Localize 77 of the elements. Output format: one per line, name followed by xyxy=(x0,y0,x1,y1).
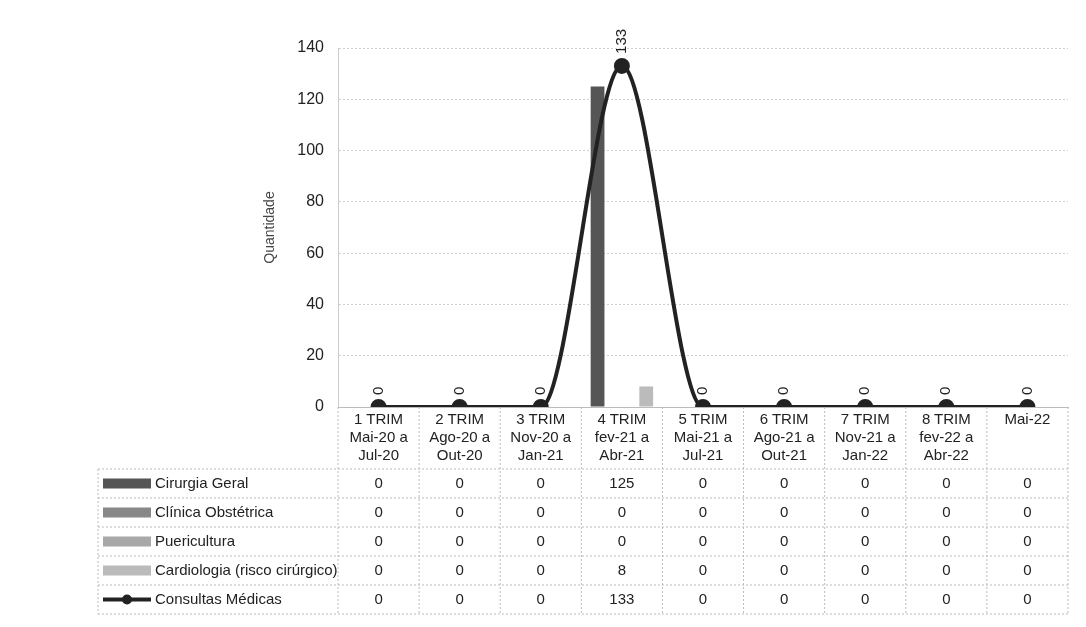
annotation: 0 xyxy=(855,386,873,395)
data-label: 0 xyxy=(942,502,951,520)
data-label: 0 xyxy=(617,502,627,520)
data-label: 0 xyxy=(374,502,383,520)
annotation: 0 xyxy=(774,386,792,395)
y-tick-label: 20 xyxy=(306,346,325,364)
y-tick-label: 80 xyxy=(306,192,325,210)
annotation: 0 xyxy=(368,386,386,395)
legend-label: Cirurgia Geral xyxy=(155,473,249,491)
x-tick-label: 2 TRIM Ago-20 a Out-20 xyxy=(429,410,491,464)
x-tick-label: Mai-22 xyxy=(1004,410,1051,428)
data-label: 0 xyxy=(1023,473,1032,491)
data-label: 0 xyxy=(536,473,545,491)
data-label: 0 xyxy=(1023,531,1032,549)
data-label: 0 xyxy=(374,473,383,491)
data-label: 0 xyxy=(455,589,464,607)
legend-label: Clínica Obstétrica xyxy=(155,502,275,520)
data-label: 0 xyxy=(374,589,383,607)
data-label: 0 xyxy=(698,502,708,520)
annotation: 0 xyxy=(530,386,548,395)
data-label: 133 xyxy=(609,589,635,607)
data-label: 0 xyxy=(861,560,870,578)
annotation: 0 xyxy=(693,386,711,395)
data-label: 0 xyxy=(536,502,545,520)
data-label: 8 xyxy=(617,560,627,578)
data-label: 0 xyxy=(536,560,545,578)
data-label: 0 xyxy=(1023,589,1032,607)
data-label: 0 xyxy=(455,502,464,520)
data-label: 0 xyxy=(1023,560,1032,578)
x-tick-label: 6 TRIM Ago-21 a Out-21 xyxy=(753,410,816,464)
legend-label: Consultas Médicas xyxy=(155,589,282,607)
data-label: 0 xyxy=(861,589,870,607)
x-tick-label: 4 TRIM fev-21 a Abr-21 xyxy=(594,410,650,464)
annotation: 0 xyxy=(1017,386,1035,395)
data-label: 0 xyxy=(861,473,870,491)
y-tick-label: 100 xyxy=(297,140,325,158)
y-tick-label: 120 xyxy=(297,89,325,107)
y-tick-label: 140 xyxy=(297,38,325,56)
x-tick-label: 8 TRIM fev-22 a Abr-22 xyxy=(919,410,975,464)
data-label: 0 xyxy=(698,473,708,491)
data-label: 0 xyxy=(779,502,789,520)
data-label: 0 xyxy=(861,502,870,520)
annotation: 133 xyxy=(612,28,630,54)
data-label: 0 xyxy=(455,560,464,578)
x-tick-label: 5 TRIM Mai-21 a Jul-21 xyxy=(673,410,733,464)
data-label: 0 xyxy=(942,560,951,578)
y-tick-label: 60 xyxy=(306,243,325,261)
data-label: 0 xyxy=(779,560,789,578)
x-tick-label: 1 TRIM Mai-20 a Jul-20 xyxy=(349,410,409,464)
data-label: 0 xyxy=(942,589,951,607)
data-label: 0 xyxy=(861,531,870,549)
data-label: 0 xyxy=(698,589,708,607)
data-label: 125 xyxy=(609,473,635,491)
data-label: 0 xyxy=(374,560,383,578)
data-label: 0 xyxy=(779,531,789,549)
legend-label: Cardiologia (risco cirúrgico) xyxy=(155,560,338,578)
data-label: 0 xyxy=(698,531,708,549)
data-label: 0 xyxy=(698,560,708,578)
data-label: 0 xyxy=(1023,502,1032,520)
annotation: 0 xyxy=(936,386,954,395)
data-label: 0 xyxy=(942,473,951,491)
data-label: 0 xyxy=(942,531,951,549)
x-tick-label: 7 TRIM Nov-21 a Jan-22 xyxy=(834,410,897,464)
data-label: 0 xyxy=(617,531,627,549)
x-tick-label: 3 TRIM Nov-20 a Jan-21 xyxy=(510,410,572,464)
y-axis-title: Quantidade xyxy=(261,191,278,264)
data-label: 0 xyxy=(536,589,545,607)
annotation: 0 xyxy=(449,386,467,395)
data-label: 0 xyxy=(536,531,545,549)
data-label: 0 xyxy=(455,473,464,491)
data-label: 0 xyxy=(779,589,789,607)
data-label: 0 xyxy=(374,531,383,549)
data-label: 0 xyxy=(779,473,789,491)
y-tick-label: 0 xyxy=(315,397,325,415)
y-tick-label: 40 xyxy=(306,294,325,312)
data-label: 0 xyxy=(455,531,464,549)
legend-label: Puericultura xyxy=(155,531,236,549)
